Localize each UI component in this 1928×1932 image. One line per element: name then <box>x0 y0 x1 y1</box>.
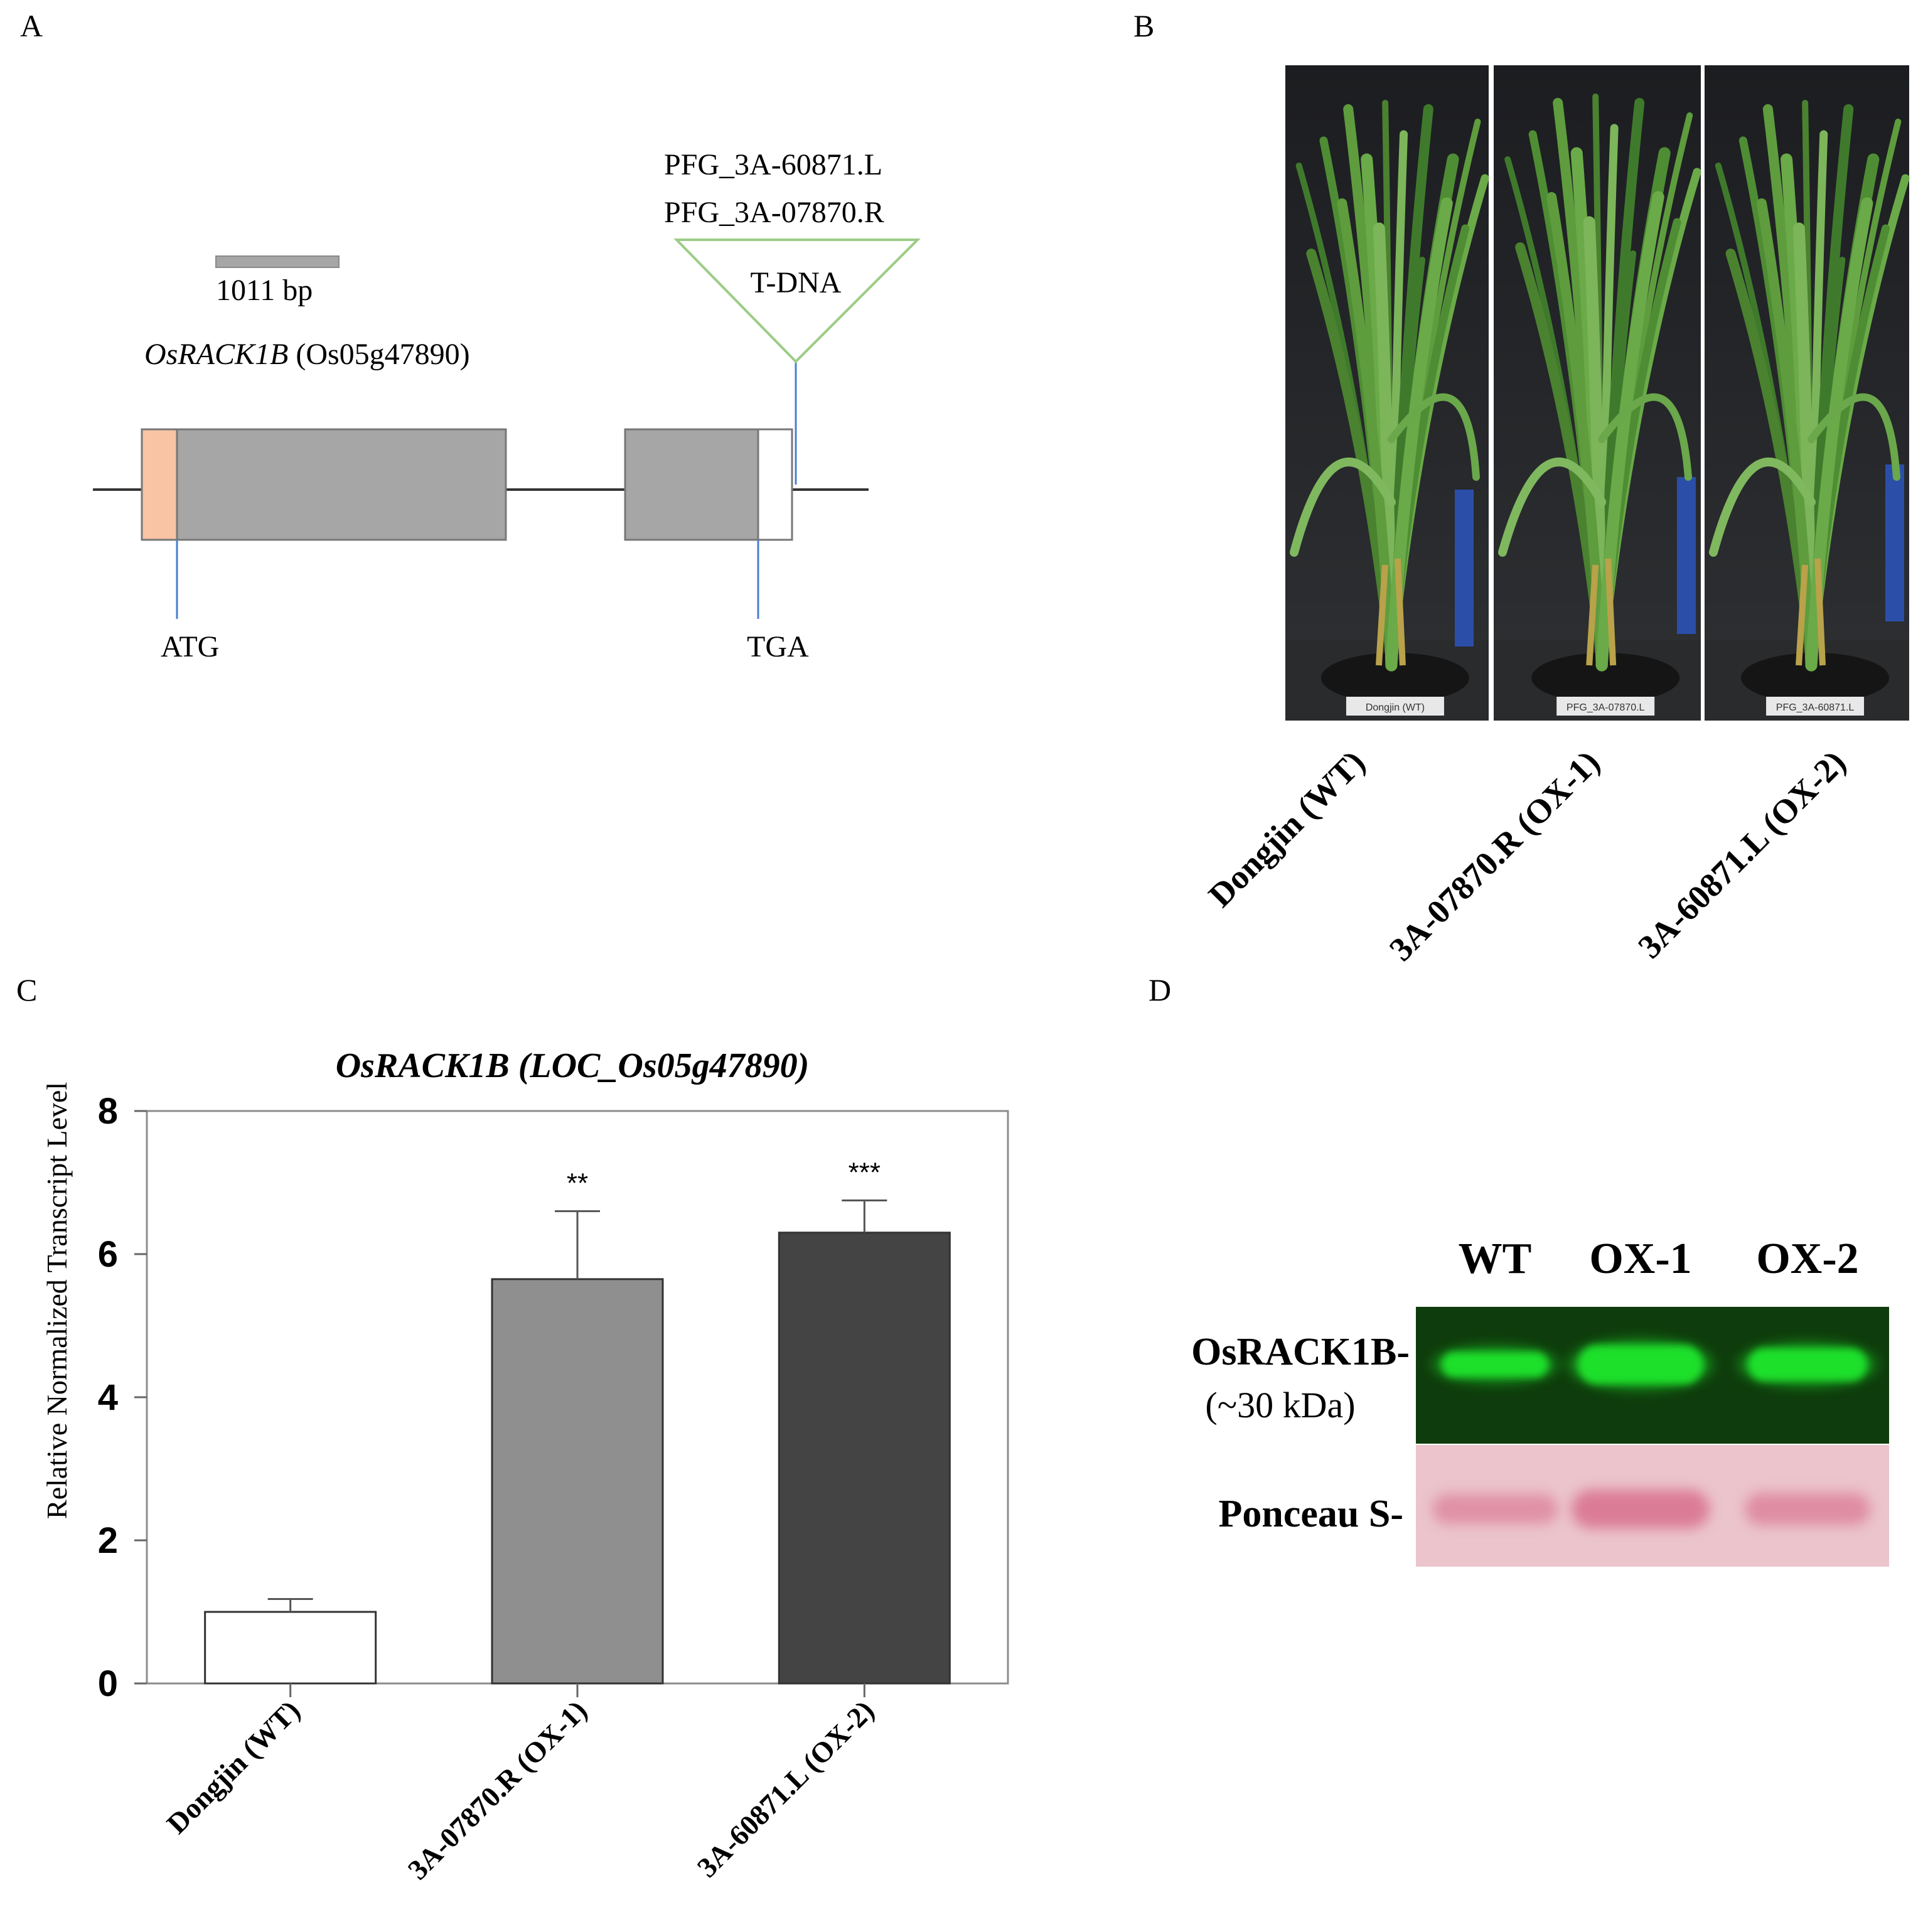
pot-tag-text: PFG_3A-60871.L <box>1776 702 1855 713</box>
atg-label: ATG <box>161 630 219 663</box>
ponceau-bands <box>1432 1489 1870 1528</box>
five-prime-utr <box>141 428 178 541</box>
western-blot-bands <box>1432 1339 1877 1390</box>
ponceau-band-lane-3 <box>1745 1493 1870 1525</box>
plant-photo-1: Dongjin (WT) <box>1285 65 1489 721</box>
leaf <box>1546 192 1607 670</box>
blot-lane-labels: WT OX-1 OX-2 <box>1459 1235 1859 1283</box>
stem <box>1375 558 1406 666</box>
panel-d: D WT OX-1 OX-2 OsRACK1B- (~30 kDa) Ponceau… <box>1149 972 1889 1567</box>
chart-x-axis: Dongjin (WT) 3A-07870.R (OX-1) 3A-60871.L … <box>161 1683 881 1886</box>
scale-bar-label: 1011 bp <box>216 274 313 307</box>
bar-3 <box>778 1232 951 1685</box>
gene-name-italic: OsRACK1B <box>144 338 288 371</box>
panel-b: B Dongjin (WT) PFG_3A-07870.L PFG_3A-60871… <box>1133 8 1910 969</box>
pot-tag-text: PFG_3A-07870.L <box>1566 702 1645 713</box>
leaf <box>1757 198 1817 670</box>
leaf <box>1709 458 1816 557</box>
panel-label-b: B <box>1133 8 1154 43</box>
gene-id: (Os05g47890) <box>288 338 469 371</box>
x-tick-label: 3A-07870.R (OX-1) <box>402 1694 593 1886</box>
chart-bars: ** *** <box>204 1157 951 1685</box>
ponceau-band-lane-1 <box>1432 1494 1558 1524</box>
plant-labels: Dongjin (WT) 3A-07870.R (OX-1) 3A-60871.L … <box>1201 743 1853 968</box>
leaf <box>1598 393 1692 481</box>
ponceau-band-lane-2 <box>1572 1489 1710 1528</box>
x-tick-label: Dongjin (WT) <box>161 1694 306 1840</box>
protein-label: OsRACK1B- <box>1191 1331 1410 1373</box>
insertion-line-2: PFG_3A-07870.R <box>664 196 884 229</box>
band-lane-3 <box>1748 1348 1867 1381</box>
y-tick-label: 8 <box>98 1091 118 1132</box>
lane-label-3: OX-2 <box>1756 1235 1858 1283</box>
pot-tag-text: Dongjin (WT) <box>1366 702 1425 713</box>
ruler <box>1677 477 1696 634</box>
panel-label-a: A <box>20 8 43 43</box>
significance-label: *** <box>849 1157 881 1188</box>
y-tick-label: 0 <box>98 1663 118 1704</box>
plant-photo-3: PFG_3A-60871.L <box>1705 65 1910 721</box>
y-tick-label: 4 <box>98 1377 118 1418</box>
leaf <box>1337 198 1396 670</box>
band-lane-1 <box>1442 1352 1548 1377</box>
pot-tag <box>1346 697 1444 716</box>
gene-name: OsRACK1B (Os05g47890) <box>144 338 470 371</box>
stem <box>1586 558 1617 666</box>
y-tick-label: 6 <box>98 1234 118 1275</box>
stem <box>1796 558 1826 666</box>
lane-label-2: OX-1 <box>1589 1235 1691 1283</box>
leaf <box>1498 458 1607 557</box>
three-prime-utr <box>757 428 793 541</box>
lane-label-1: WT <box>1459 1235 1532 1283</box>
insertion-line-1: PFG_3A-60871.L <box>664 148 882 181</box>
leaf <box>1387 393 1480 481</box>
significance-label: ** <box>567 1168 588 1199</box>
scale-bar <box>215 255 340 268</box>
ruler <box>1885 464 1904 621</box>
chart-title: OsRACK1B (LOC_Os05g47890) <box>336 1046 810 1085</box>
panel-label-c: C <box>16 972 37 1007</box>
plant-label-2: 3A-07870.R (OX-1) <box>1382 743 1607 968</box>
tga-label: TGA <box>747 630 809 663</box>
tdna-triangle <box>673 239 921 363</box>
tdna-label: T-DNA <box>751 266 842 299</box>
chart-y-axis-label: Relative Normalized Transcript Level <box>41 1082 73 1519</box>
panel-label-d: D <box>1149 972 1171 1007</box>
y-tick-label: 2 <box>98 1520 118 1561</box>
plant-label-3: 3A-60871.L (OX-2) <box>1631 743 1853 965</box>
pot <box>1741 653 1890 703</box>
plant-photo-2: PFG_3A-07870.L <box>1494 65 1701 721</box>
leaf <box>1290 458 1396 557</box>
ruler <box>1455 490 1474 647</box>
pot-tag <box>1556 697 1655 716</box>
band-lane-2 <box>1578 1345 1703 1384</box>
bar-2 <box>491 1278 664 1685</box>
protein-size-label: (~30 kDa) <box>1205 1385 1355 1425</box>
chart-y-axis: 0 2 4 6 8 <box>98 1091 147 1704</box>
pot <box>1320 653 1469 703</box>
exon-2 <box>624 428 759 541</box>
x-tick-label: 3A-60871.L (OX-2) <box>691 1694 881 1884</box>
panel-a: A 1011 bp OsRACK1B (Os05g47890) ATG TGA … <box>20 8 921 663</box>
plant-label-1: Dongjin (WT) <box>1201 743 1373 915</box>
leaf <box>1808 393 1900 481</box>
panel-c: C OsRACK1B (LOC_Os05g47890) Relative Nor… <box>16 972 1009 1886</box>
loading-control-label: Ponceau S- <box>1219 1493 1404 1535</box>
plant-photo-strip: Dongjin (WT) PFG_3A-07870.L PFG_3A-60871.L <box>1285 65 1910 721</box>
pot <box>1531 653 1680 703</box>
pot-tag <box>1766 697 1865 716</box>
exon-1 <box>176 428 507 541</box>
bar-1 <box>204 1611 377 1685</box>
